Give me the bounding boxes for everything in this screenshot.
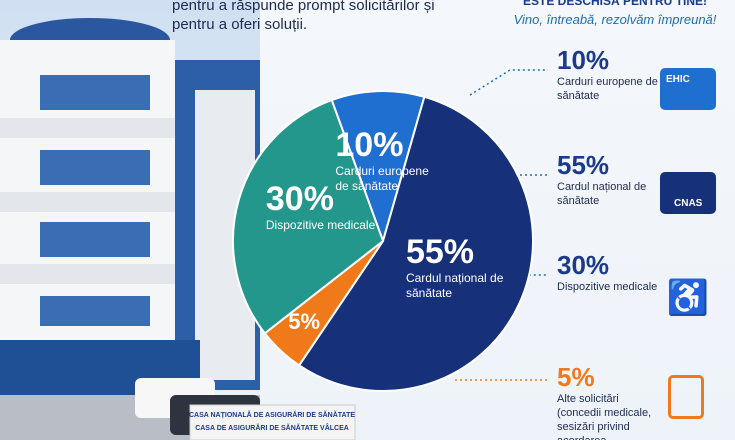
card-text: CNAS [674, 198, 703, 209]
legend-item: 30% Dispozitive medicale [557, 250, 667, 294]
pie-label: 55% Cardul național de sănătate [406, 233, 516, 301]
pie-slice [297, 95, 534, 392]
cnas-icon: CNAS [660, 172, 716, 214]
pie-label: 10% Carduri europene de sănătate [335, 126, 445, 194]
legend-label: Carduri europene de sănătate [557, 76, 658, 102]
pie-value: 30% [265, 180, 334, 219]
legend-note: (concedii medicale, sesizări privind aco… [557, 407, 652, 440]
legend-value: 5% [557, 362, 595, 392]
pie-category: Dispozitive medicale [265, 218, 376, 233]
clipboard-icon [668, 375, 704, 419]
slogan: Vino, întreabă, rezolvăm împreună! [513, 12, 717, 27]
intro-text: pentru a răspunde prompt solicitărilor ș… [172, 0, 435, 33]
sign-text: CASA NAȚIONALĂ DE ASIGURĂRI DE SĂNĂTATE [189, 410, 355, 419]
legend-label: Cardul național de sănătate [557, 181, 647, 207]
sign-text: CASA DE ASIGURĂRI DE SĂNĂTATE VÂLCEA [195, 423, 349, 432]
legend-value: 10% [557, 45, 610, 75]
pie-category: Cardul național de sănătate [405, 270, 504, 300]
legend-value: 30% [557, 250, 610, 280]
legend-item: 55% Cardul național de sănătate [557, 150, 667, 208]
ehic-icon: EHIC [660, 68, 716, 110]
pie-label: 5% [288, 303, 398, 341]
card-text: EHIC [666, 74, 690, 85]
wheelchair-icon: ♿ [666, 279, 710, 317]
legend-label: Alte solicitări [557, 393, 619, 405]
pie-value: 10% [335, 126, 404, 165]
legend-item: 5% Alte solicitări (concedii medicale, ses… [557, 362, 682, 440]
pie-value: 5% [288, 309, 321, 335]
legend-value: 55% [557, 150, 610, 180]
headline: ESTE DESCHISĂ PENTRU TINE! [522, 0, 708, 8]
pie-slice [330, 90, 426, 245]
pie [232, 90, 534, 392]
pie-slice [232, 98, 385, 335]
legend-label: Dispozitive medicale [557, 281, 658, 293]
pie-value: 55% [405, 232, 475, 271]
legend-item: 10% Carduri europene de sănătate [557, 45, 667, 103]
pie-category: Carduri europene de sănătate [335, 164, 429, 194]
pie-label: 30% Dispozitive medicale [266, 180, 376, 233]
